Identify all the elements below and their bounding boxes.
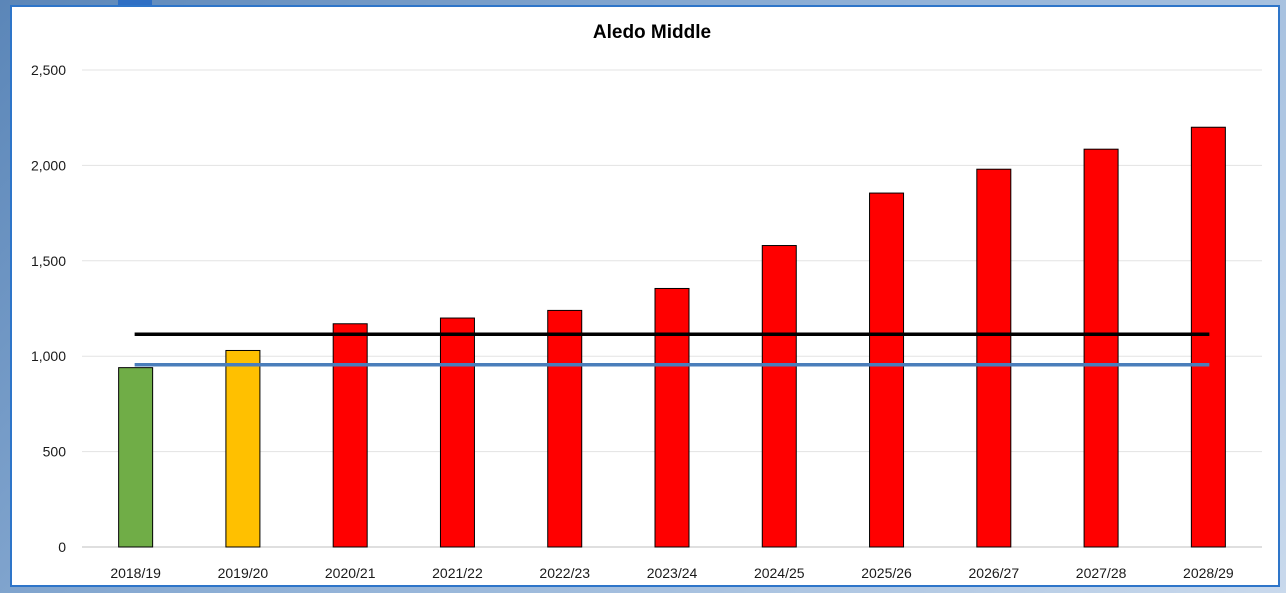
x-tick-label: 2022/23 — [539, 565, 590, 581]
y-axis-ticks: 0 500 1,000 1,500 2,000 2,500 — [31, 62, 66, 555]
x-tick-label: 2025/26 — [861, 565, 912, 581]
chart-title: Aledo Middle — [593, 22, 711, 43]
x-tick-label: 2027/28 — [1076, 565, 1127, 581]
x-axis-ticks: 2018/19 2019/20 2020/21 2021/22 2022/23 2023/… — [110, 565, 1234, 581]
bar-2027-28 — [1083, 148, 1119, 548]
bar-2023-24 — [654, 287, 690, 548]
x-tick-label: 2024/25 — [754, 565, 805, 581]
x-tick-label: 2021/22 — [432, 565, 483, 581]
bar-2026-27 — [976, 168, 1012, 548]
y-tick-label: 2,000 — [31, 157, 66, 173]
chart-frame — [10, 5, 1280, 587]
x-tick-label: 2020/21 — [325, 565, 376, 581]
y-tick-label: 500 — [43, 444, 67, 460]
x-tick-label: 2018/19 — [110, 565, 161, 581]
y-tick-label: 1,000 — [31, 348, 66, 364]
reference-lines — [134, 332, 1210, 367]
x-tick-label: 2023/24 — [647, 565, 698, 581]
y-tick-label: 2,500 — [31, 62, 66, 78]
bar-2024-25 — [761, 245, 797, 548]
bar-2025-26 — [869, 192, 905, 548]
bar-2022-23 — [547, 309, 583, 548]
bar-2020-21 — [332, 323, 368, 548]
x-tick-label: 2028/29 — [1183, 565, 1234, 581]
bar-2028-29 — [1190, 126, 1226, 548]
bar-2019-20 — [225, 349, 261, 548]
bar-2018-19 — [118, 367, 154, 548]
window-tab-corner — [118, 0, 152, 6]
bars — [118, 126, 1226, 548]
x-tick-label: 2019/20 — [218, 565, 269, 581]
x-tick-label: 2026/27 — [969, 565, 1020, 581]
y-tick-label: 1,500 — [31, 253, 66, 269]
y-tick-label: 0 — [58, 539, 66, 555]
bar-2021-22 — [439, 317, 475, 548]
